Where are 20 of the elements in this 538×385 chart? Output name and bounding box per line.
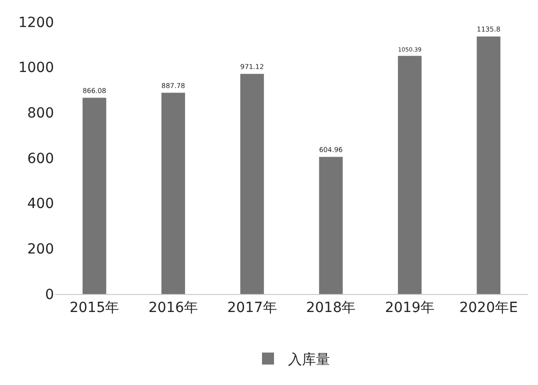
y-tick-label: 800	[27, 106, 54, 122]
y-tick-label: 0	[45, 286, 54, 303]
y-tick-label: 400	[27, 196, 54, 212]
x-tick-label: 2016年	[148, 300, 198, 316]
legend-label: 入库量	[288, 352, 330, 368]
x-tick-label: 2019年	[384, 300, 435, 316]
x-tick-label: 2017年	[227, 300, 277, 316]
y-tick-label: 1000	[18, 60, 54, 76]
bar	[82, 98, 106, 294]
bar	[476, 36, 500, 294]
bar	[319, 156, 343, 294]
x-tick-label: 2018年	[306, 300, 356, 316]
x-tick-label: 2020年E	[459, 300, 518, 316]
y-tick-label: 600	[27, 150, 54, 167]
bar	[398, 56, 422, 294]
y-tick-label: 200	[27, 242, 54, 258]
x-tick-label: 2015年	[70, 300, 120, 316]
bar	[240, 74, 264, 294]
bar	[161, 92, 186, 294]
y-tick-label: 1200	[18, 14, 54, 31]
